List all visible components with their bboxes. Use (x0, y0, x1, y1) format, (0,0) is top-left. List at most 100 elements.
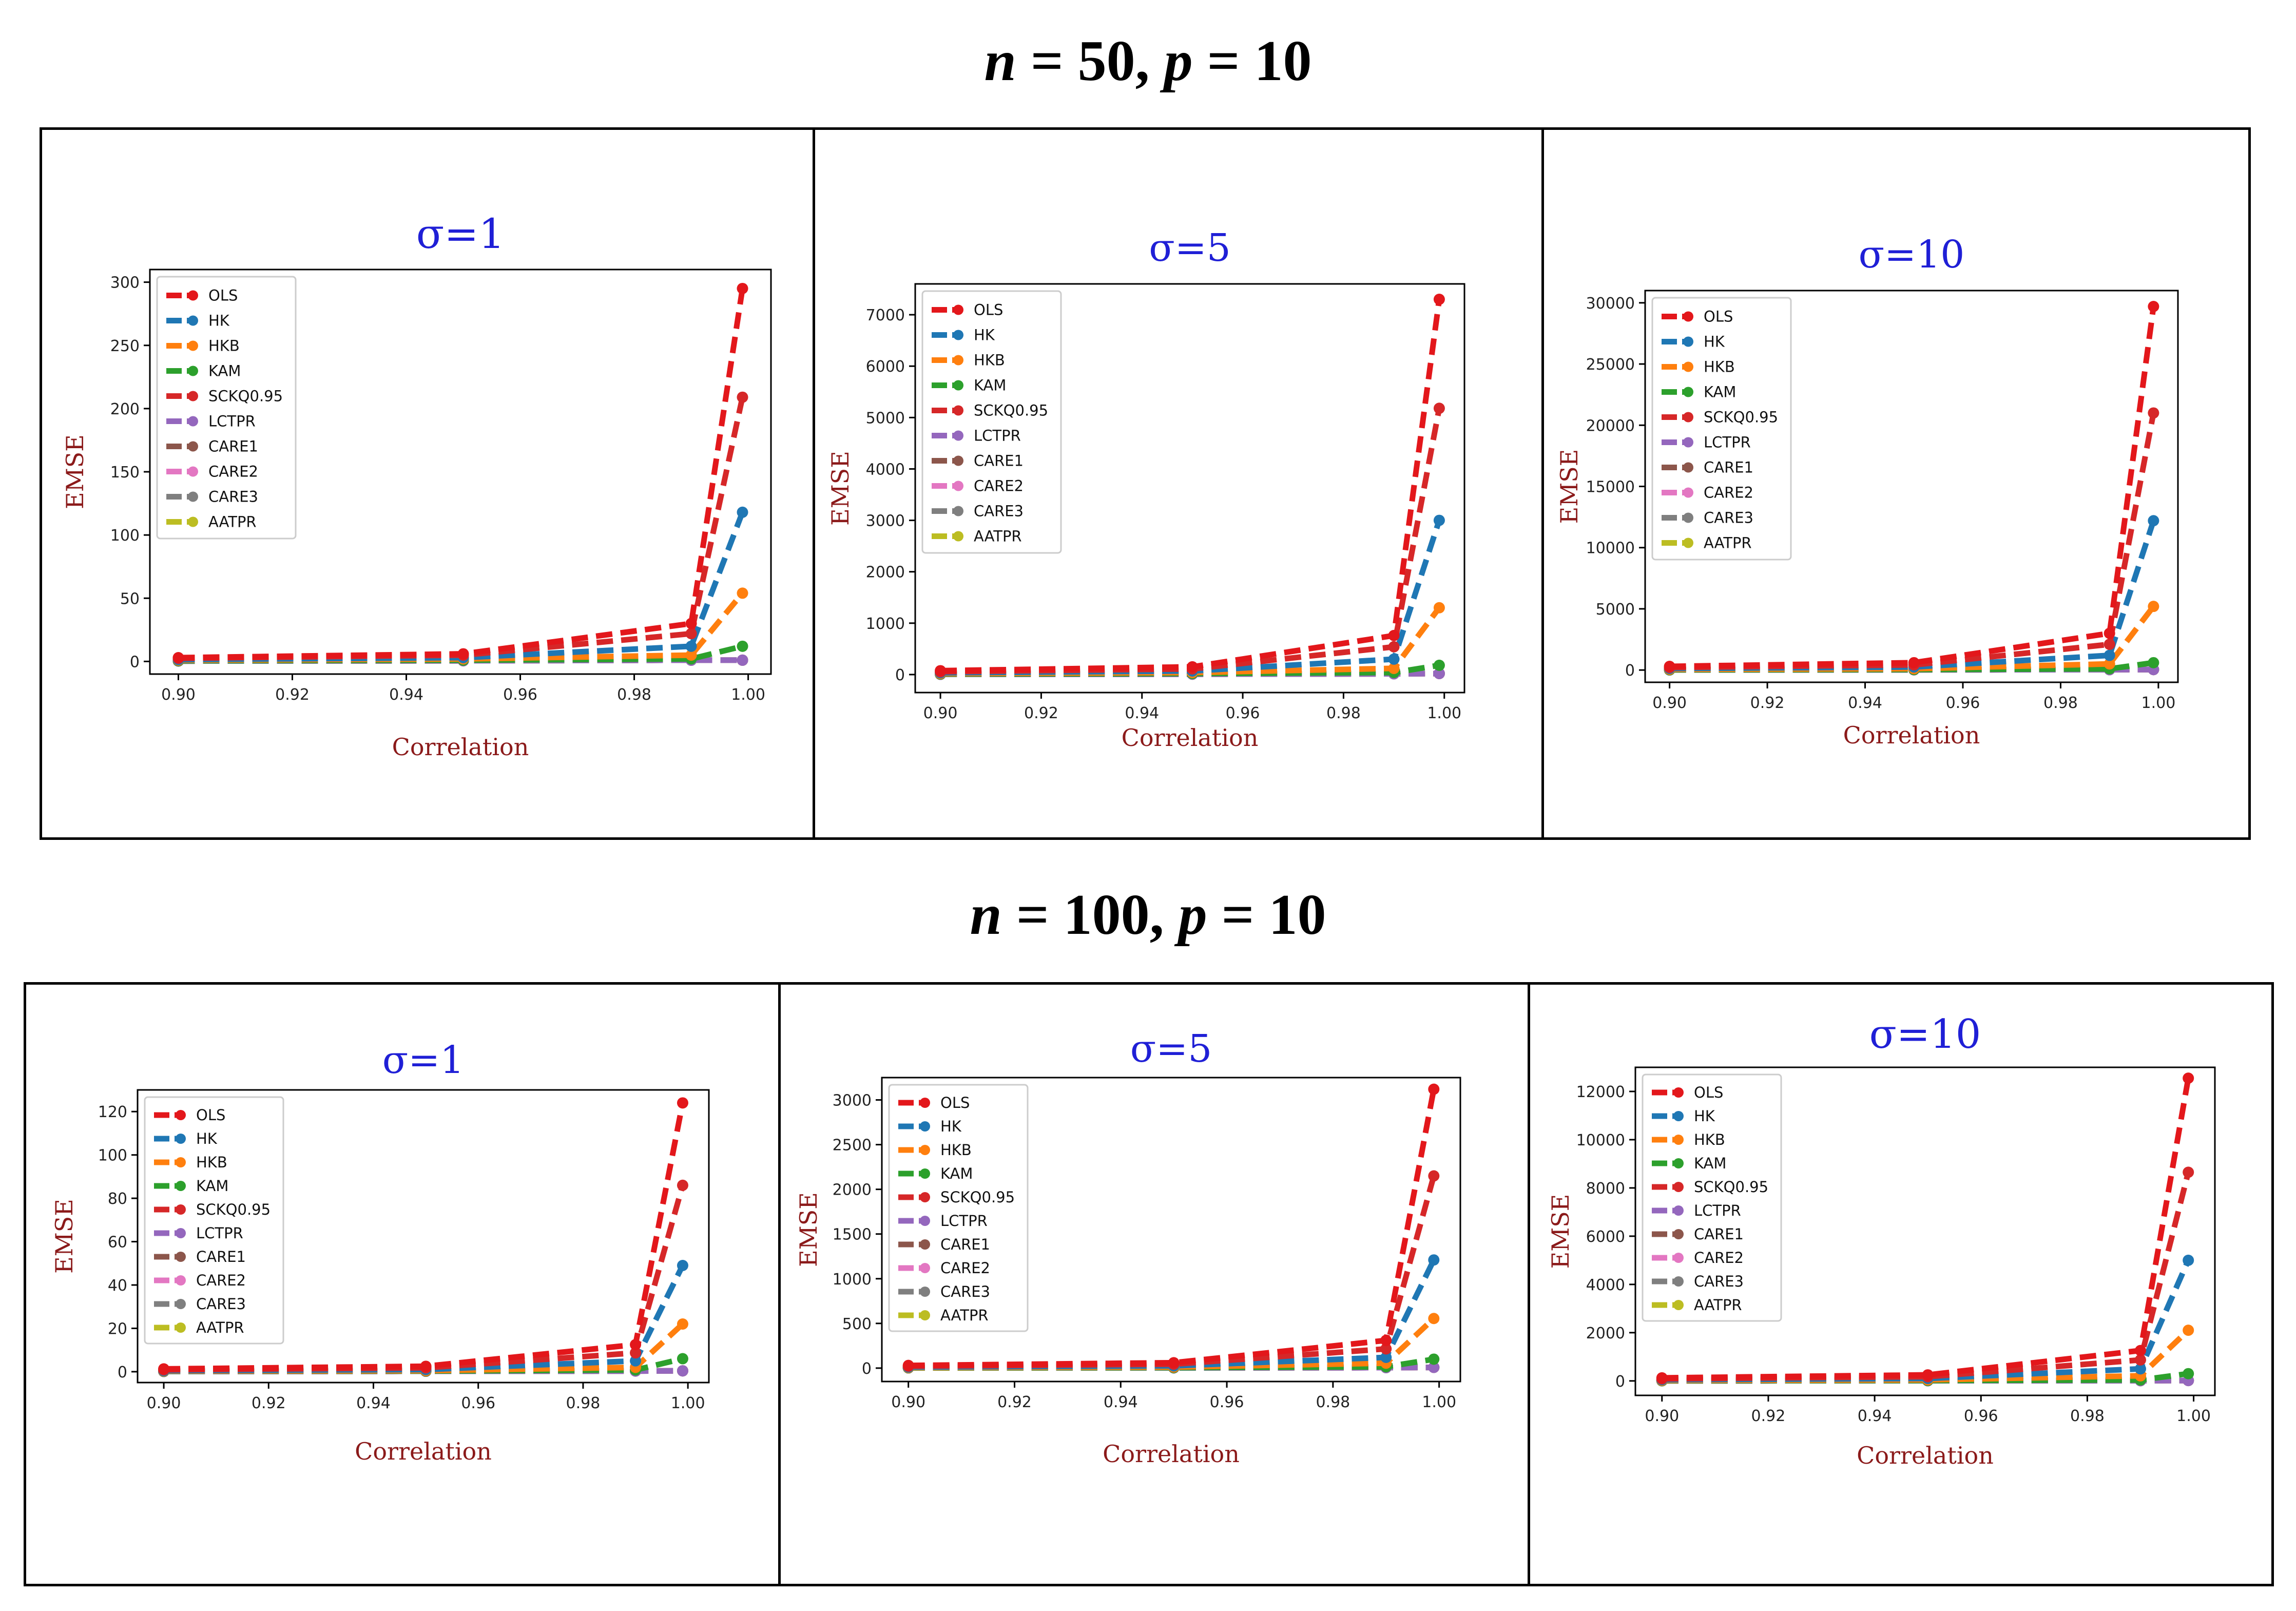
plot-frame (881, 1077, 1461, 1383)
y-tick-label: 15000 (1586, 478, 1635, 496)
p-symbol: p (1164, 29, 1193, 93)
legend-label: CARE3 (1694, 1273, 1744, 1290)
chart-cell: σ=5 0.90 0.92 0.94 0.96 0.98 1.00 0 500 1000 1500 2… (778, 985, 1528, 1584)
legend-marker (1683, 462, 1693, 473)
legend-label: CARE1 (940, 1236, 990, 1253)
legend-label: AATPR (208, 513, 257, 531)
y-tick-label: 10000 (1576, 1131, 1625, 1149)
data-point-lctpr (677, 1365, 688, 1377)
legend-label: LCTPR (196, 1224, 243, 1242)
y-tick-label: 6000 (866, 358, 905, 376)
chart-n50-sigma1: σ=1 0.90 0.92 0.94 0.96 0.98 1.00 0 50 100 150 200 2… (61, 210, 772, 761)
chart-n100-sigma1: σ=1 0.90 0.92 0.94 0.96 0.98 1.00 0 20 40 60 80 100 1… (50, 1038, 710, 1465)
p-value: 10 (1254, 29, 1312, 93)
data-point-ols (457, 648, 469, 660)
series-line-ols (908, 1088, 1437, 1369)
y-tick-label: 5000 (1596, 601, 1635, 619)
legend-marker (953, 405, 963, 416)
legend-label: OLS (1694, 1084, 1723, 1101)
data-point-sckq0.95 (2134, 1354, 2146, 1366)
series-line-ols (1662, 1078, 2191, 1381)
y-tick-label: 30000 (1586, 295, 1635, 313)
data-point-ols (2134, 1345, 2146, 1356)
data-point-hk (2148, 515, 2159, 527)
legend-label: CARE1 (208, 438, 258, 455)
legend-marker (953, 430, 963, 441)
legend-marker (920, 1287, 930, 1297)
panel-row-n50: σ=1 0.90 0.92 0.94 0.96 0.98 1.00 0 50 100 150 200 2… (40, 127, 2251, 840)
legend-label: LCTPR (974, 427, 1021, 445)
data-point-hk (737, 506, 748, 518)
y-tick-label: 3000 (866, 512, 905, 530)
section-title-bottom: n = 100, p = 10 (970, 883, 1326, 947)
legend-label: OLS (1704, 308, 1733, 325)
chart-title: σ=1 (416, 210, 505, 258)
data-point-sckq0.95 (1433, 402, 1445, 414)
legend-marker (176, 1181, 186, 1191)
data-point-hk (677, 1260, 688, 1271)
legend-marker (953, 506, 963, 516)
series-line-ols (178, 288, 745, 661)
legend-marker (176, 1252, 186, 1262)
data-point-ols (1428, 1083, 1440, 1095)
data-point-hk (1388, 653, 1400, 665)
legend-marker (1673, 1205, 1684, 1216)
x-tick-label: 1.00 (2141, 694, 2176, 712)
x-tick-label: 0.92 (252, 1394, 286, 1412)
data-point-sckq0.95 (2148, 407, 2159, 419)
legend-label: KAM (940, 1165, 973, 1182)
chart-title: σ=1 (382, 1038, 465, 1082)
legend-label: SCKQ0.95 (208, 388, 283, 405)
data-point-ols (737, 282, 748, 294)
y-tick-label: 2000 (866, 564, 905, 582)
data-point-ols (1433, 294, 1445, 305)
data-point-ols (677, 1097, 688, 1109)
y-tick-label: 250 (110, 337, 140, 355)
legend-marker (1673, 1300, 1684, 1310)
legend-label: OLS (974, 301, 1003, 319)
legend-marker (176, 1110, 186, 1120)
x-tick-label: 0.92 (1750, 694, 1785, 712)
legend-label: CARE1 (196, 1248, 246, 1265)
chart-cell: σ=10 0.90 0.92 0.94 0.96 0.98 1.00 0 5000 10000 15… (1541, 130, 2248, 837)
x-tick-label: 1.00 (671, 1394, 705, 1412)
series-line-sckq0.95 (178, 396, 745, 661)
legend-label: AATPR (1704, 534, 1752, 552)
data-point-ols (1168, 1357, 1180, 1369)
y-tick-label: 150 (110, 464, 140, 482)
data-point-kam (1428, 1353, 1440, 1365)
data-point-lctpr (1428, 1361, 1440, 1373)
y-tick-label: 2500 (833, 1137, 872, 1155)
legend-label: HK (196, 1130, 218, 1147)
n-value: 50 (1077, 29, 1135, 93)
data-point-hkb (737, 587, 748, 599)
legend-label: CARE2 (1694, 1249, 1744, 1267)
data-point-ols (1388, 629, 1400, 641)
legend-label: KAM (196, 1177, 228, 1195)
legend-label: OLS (208, 287, 238, 304)
legend-marker (1683, 336, 1693, 347)
data-point-ols (1380, 1334, 1392, 1346)
data-point-sckq0.95 (737, 391, 748, 403)
legend-marker (953, 304, 963, 315)
y-axis-label: EMSE (50, 1199, 78, 1274)
data-point-hk (630, 1355, 642, 1367)
x-tick-label: 0.94 (356, 1394, 391, 1412)
legend-marker (953, 455, 963, 466)
n-value: 100 (1063, 883, 1150, 947)
legend-label: HKB (196, 1154, 227, 1171)
y-axis-label: EMSE (1547, 1194, 1574, 1269)
legend-label: LCTPR (208, 413, 256, 430)
series-line-ols (164, 1102, 686, 1372)
x-axis-label: Correlation (392, 733, 529, 761)
data-point-hkb (2104, 658, 2115, 670)
data-point-hkb (2183, 1325, 2194, 1336)
data-point-hkb (677, 1318, 688, 1330)
chart-cell: σ=1 0.90 0.92 0.94 0.96 0.98 1.00 0 50 100 150 200 2… (42, 130, 813, 837)
legend-marker (953, 531, 963, 542)
plot-frame (137, 1089, 710, 1384)
data-point-ols (935, 665, 947, 677)
y-axis-label: EMSE (795, 1192, 822, 1267)
legend-label: CARE1 (1694, 1225, 1744, 1243)
legend-label: LCTPR (940, 1212, 988, 1230)
